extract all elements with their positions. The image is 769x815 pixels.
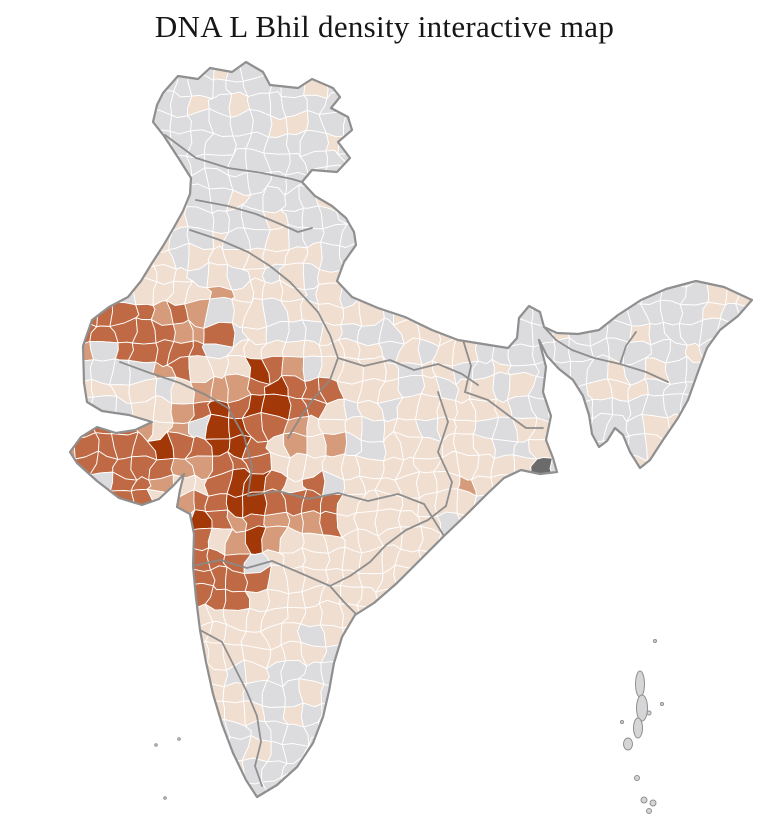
islands-layer	[154, 639, 664, 814]
state-border	[192, 559, 331, 587]
state-border	[329, 505, 447, 587]
district-cell[interactable]	[471, 494, 498, 521]
district-cell[interactable]	[128, 342, 159, 364]
district-cell[interactable]	[306, 432, 327, 459]
district-cell[interactable]	[659, 299, 684, 326]
state-border	[329, 585, 357, 615]
district-cell[interactable]	[335, 189, 363, 215]
district-cell[interactable]	[89, 340, 119, 362]
district-cell[interactable]	[666, 413, 683, 443]
district-cell[interactable]	[90, 395, 118, 422]
district-cell[interactable]	[300, 754, 327, 779]
island	[649, 799, 657, 807]
island	[154, 743, 158, 747]
district-cell[interactable]	[298, 678, 325, 708]
district-cell[interactable]	[453, 419, 477, 435]
district-cell[interactable]	[71, 303, 100, 328]
district-cell[interactable]	[75, 396, 94, 424]
state-borders-layer	[119, 134, 669, 787]
island	[634, 775, 640, 781]
state-border	[227, 407, 253, 497]
state-border	[619, 331, 637, 365]
state-border	[464, 391, 544, 429]
state-border	[199, 629, 263, 787]
island	[633, 717, 643, 739]
district-cell[interactable]	[204, 493, 229, 513]
island	[635, 670, 645, 698]
district-cell[interactable]	[268, 115, 289, 138]
district-cell[interactable]	[417, 549, 441, 572]
district-cell[interactable]	[149, 74, 179, 94]
island	[163, 796, 167, 800]
district-cell[interactable]	[145, 207, 174, 233]
district-cell[interactable]	[92, 490, 112, 518]
district-cell[interactable]	[322, 431, 348, 458]
district-cell[interactable]	[285, 319, 307, 343]
district-cell[interactable]	[208, 736, 231, 759]
island	[620, 720, 624, 724]
andaman-nicobar-islands	[620, 639, 664, 814]
island	[660, 702, 664, 706]
state-border	[189, 229, 319, 313]
state-border	[164, 134, 303, 183]
state-border	[337, 357, 479, 386]
district-cell[interactable]	[393, 564, 426, 590]
state-border	[543, 326, 669, 383]
district-cell[interactable]	[553, 337, 572, 364]
district-cell[interactable]	[356, 604, 385, 631]
district-cell[interactable]	[211, 210, 230, 235]
district-cell[interactable]	[705, 277, 728, 306]
country-outline	[68, 60, 754, 799]
island	[640, 796, 648, 804]
district-cell[interactable]	[507, 343, 536, 367]
lakshadweep-islands	[154, 737, 181, 800]
island	[177, 737, 181, 741]
island	[636, 694, 648, 722]
island	[623, 737, 633, 751]
island	[646, 710, 652, 716]
state-border	[247, 490, 445, 537]
state-border	[195, 199, 313, 233]
state-border	[119, 361, 229, 409]
island	[646, 808, 652, 814]
map-title: DNA L Bhil density interactive map	[154, 9, 615, 44]
state-border	[287, 311, 339, 439]
district-cell[interactable]	[185, 527, 213, 552]
districts-layer[interactable]	[54, 53, 764, 803]
district-cell[interactable]	[456, 512, 478, 538]
district-cell[interactable]	[146, 488, 177, 519]
island	[653, 639, 657, 643]
district-cell[interactable]	[281, 339, 306, 358]
state-border	[437, 391, 453, 507]
district-cell[interactable]	[280, 69, 306, 99]
